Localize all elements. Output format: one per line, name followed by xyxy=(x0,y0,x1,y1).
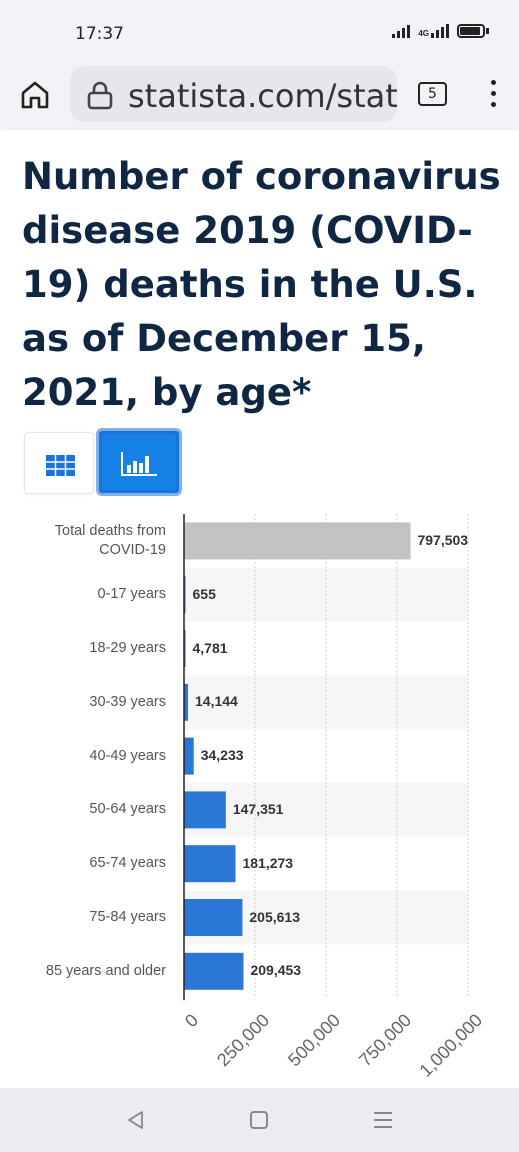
url-text: statista.com/stat xyxy=(128,77,397,115)
tab-switcher-button[interactable]: 5 xyxy=(418,82,447,106)
battery-tip xyxy=(486,28,489,34)
signal-icon xyxy=(392,24,411,38)
bar-8[interactable] xyxy=(184,899,243,936)
category-label: 30-39 years xyxy=(0,693,166,712)
bar-chart-plot xyxy=(183,514,469,1001)
url-bar[interactable]: statista.com/stat xyxy=(70,66,397,122)
value-label: 181,273 xyxy=(242,854,294,871)
category-label: 75-84 years xyxy=(0,908,166,927)
category-label-line: 0-17 years xyxy=(97,586,166,603)
category-label: 0-17 years xyxy=(0,585,166,604)
category-label: 65-74 years xyxy=(0,854,166,873)
category-label: Total deaths from COVID-19 xyxy=(0,522,166,560)
value-label: 14,144 xyxy=(195,693,238,710)
bar-7[interactable] xyxy=(184,845,236,883)
lock-icon xyxy=(86,80,114,110)
system-nav-bar xyxy=(0,1088,519,1152)
recent-apps-icon[interactable] xyxy=(374,1112,392,1128)
category-label: 50-64 years xyxy=(0,800,166,819)
status-bar: 17:37 4G xyxy=(0,0,519,64)
chart-view-button[interactable] xyxy=(96,428,182,496)
bar-9[interactable] xyxy=(184,952,244,990)
more-menu-icon[interactable] xyxy=(488,80,498,110)
home-square-icon[interactable] xyxy=(250,1111,268,1129)
bar-1[interactable] xyxy=(184,522,411,560)
bar-chart-icon xyxy=(121,452,157,476)
value-label: 205,613 xyxy=(249,908,300,925)
category-label-line: Total deaths from xyxy=(54,522,166,539)
value-label: 34,233 xyxy=(200,747,244,764)
bar-5[interactable] xyxy=(184,737,194,775)
value-label: 655 xyxy=(192,585,216,602)
category-label-line: COVID-19 xyxy=(99,541,166,558)
home-icon[interactable] xyxy=(18,78,52,112)
category-label-line: 50-64 years xyxy=(89,801,166,818)
category-label-line: 30-39 years xyxy=(89,693,166,710)
bar-chart: Total deaths from COVID-19 797,503 0-17 yea… xyxy=(0,510,519,1081)
cellular-4g-icon: 4G xyxy=(418,24,449,38)
category-label: 40-49 years xyxy=(0,747,166,766)
category-label-line: 18-29 years xyxy=(89,640,166,656)
status-time: 17:37 xyxy=(75,24,124,44)
value-label: 147,351 xyxy=(232,800,284,817)
category-label: 85 years and older xyxy=(0,962,166,981)
battery-icon xyxy=(457,24,485,38)
category-label-line: 40-49 years xyxy=(89,747,166,764)
page-title: Number of coronavirus disease 2019 (COVI… xyxy=(22,155,501,414)
table-icon xyxy=(46,455,75,476)
value-label: 4,781 xyxy=(192,639,228,656)
category-label: 18-29 years xyxy=(0,639,166,658)
bar-4[interactable] xyxy=(184,683,189,721)
value-label: 209,453 xyxy=(250,962,302,979)
category-label-line: 65-74 years xyxy=(89,855,166,872)
status-icons: 4G xyxy=(392,24,489,38)
category-label-line: 85 years and older xyxy=(45,962,166,979)
bar-6[interactable] xyxy=(184,791,226,829)
category-label-line: 75-84 years xyxy=(89,909,166,925)
table-view-button[interactable] xyxy=(24,432,94,494)
value-label: 797,503 xyxy=(417,531,469,548)
browser-toolbar: statista.com/stat 5 xyxy=(0,64,519,128)
network-type: 4G xyxy=(418,29,429,38)
back-icon[interactable] xyxy=(126,1110,146,1130)
